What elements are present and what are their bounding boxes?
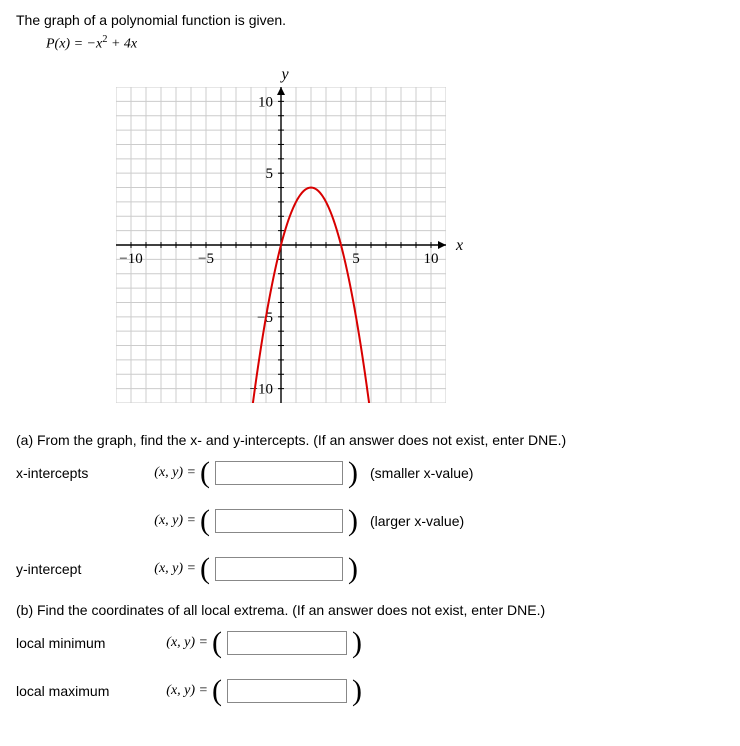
xy-lhs: (x, y) = — [126, 561, 196, 577]
svg-text:5: 5 — [352, 251, 360, 267]
y-intercept-row: y-intercept (x, y) = ( ) — [16, 554, 724, 584]
svg-text:−10: −10 — [119, 251, 142, 267]
local-min-label: local minimum — [16, 635, 138, 651]
paren-open: ( — [200, 506, 210, 536]
hint-larger: (larger x-value) — [370, 513, 464, 529]
paren-open: ( — [200, 554, 210, 584]
x-intercept-larger-row: (x, y) = ( ) (larger x-value) — [16, 506, 724, 536]
x-intercepts-label: x-intercepts — [16, 465, 126, 481]
part-b-prompt: (b) Find the coordinates of all local ex… — [16, 602, 724, 618]
xy-lhs: (x, y) = — [126, 513, 196, 529]
svg-text:10: 10 — [424, 251, 439, 267]
xy-lhs: (x, y) = — [138, 683, 208, 699]
part-a-prompt: (a) From the graph, find the x- and y-in… — [16, 432, 724, 448]
paren-open: ( — [212, 676, 222, 706]
intro-text: The graph of a polynomial function is gi… — [16, 12, 724, 28]
svg-text:y: y — [279, 66, 289, 83]
paren-open: ( — [200, 458, 210, 488]
y-intercept-input[interactable] — [215, 557, 343, 581]
graph-container: −10−5510−10−5510xy — [106, 63, 724, 416]
local-min-input[interactable] — [227, 631, 347, 655]
y-intercept-label: y-intercept — [16, 561, 126, 577]
paren-close: ) — [348, 506, 358, 536]
local-min-row: local minimum (x, y) = ( ) — [16, 628, 724, 658]
xy-lhs: (x, y) = — [126, 465, 196, 481]
paren-close: ) — [352, 628, 362, 658]
local-max-input[interactable] — [227, 679, 347, 703]
polynomial-graph: −10−5510−10−5510xy — [106, 63, 476, 413]
svg-text:x: x — [455, 237, 463, 254]
svg-text:−5: −5 — [198, 251, 214, 267]
svg-text:5: 5 — [266, 166, 274, 182]
paren-close: ) — [348, 554, 358, 584]
local-max-row: local maximum (x, y) = ( ) — [16, 676, 724, 706]
hint-smaller: (smaller x-value) — [370, 465, 473, 481]
x-intercept-smaller-input[interactable] — [215, 461, 343, 485]
x-intercept-larger-input[interactable] — [215, 509, 343, 533]
x-intercept-smaller-row: x-intercepts (x, y) = ( ) (smaller x-val… — [16, 458, 724, 488]
local-max-label: local maximum — [16, 683, 138, 699]
xy-lhs: (x, y) = — [138, 635, 208, 651]
svg-text:10: 10 — [258, 94, 273, 110]
equation: P(x) = −x2 + 4x — [46, 34, 724, 53]
paren-close: ) — [352, 676, 362, 706]
paren-open: ( — [212, 628, 222, 658]
paren-close: ) — [348, 458, 358, 488]
